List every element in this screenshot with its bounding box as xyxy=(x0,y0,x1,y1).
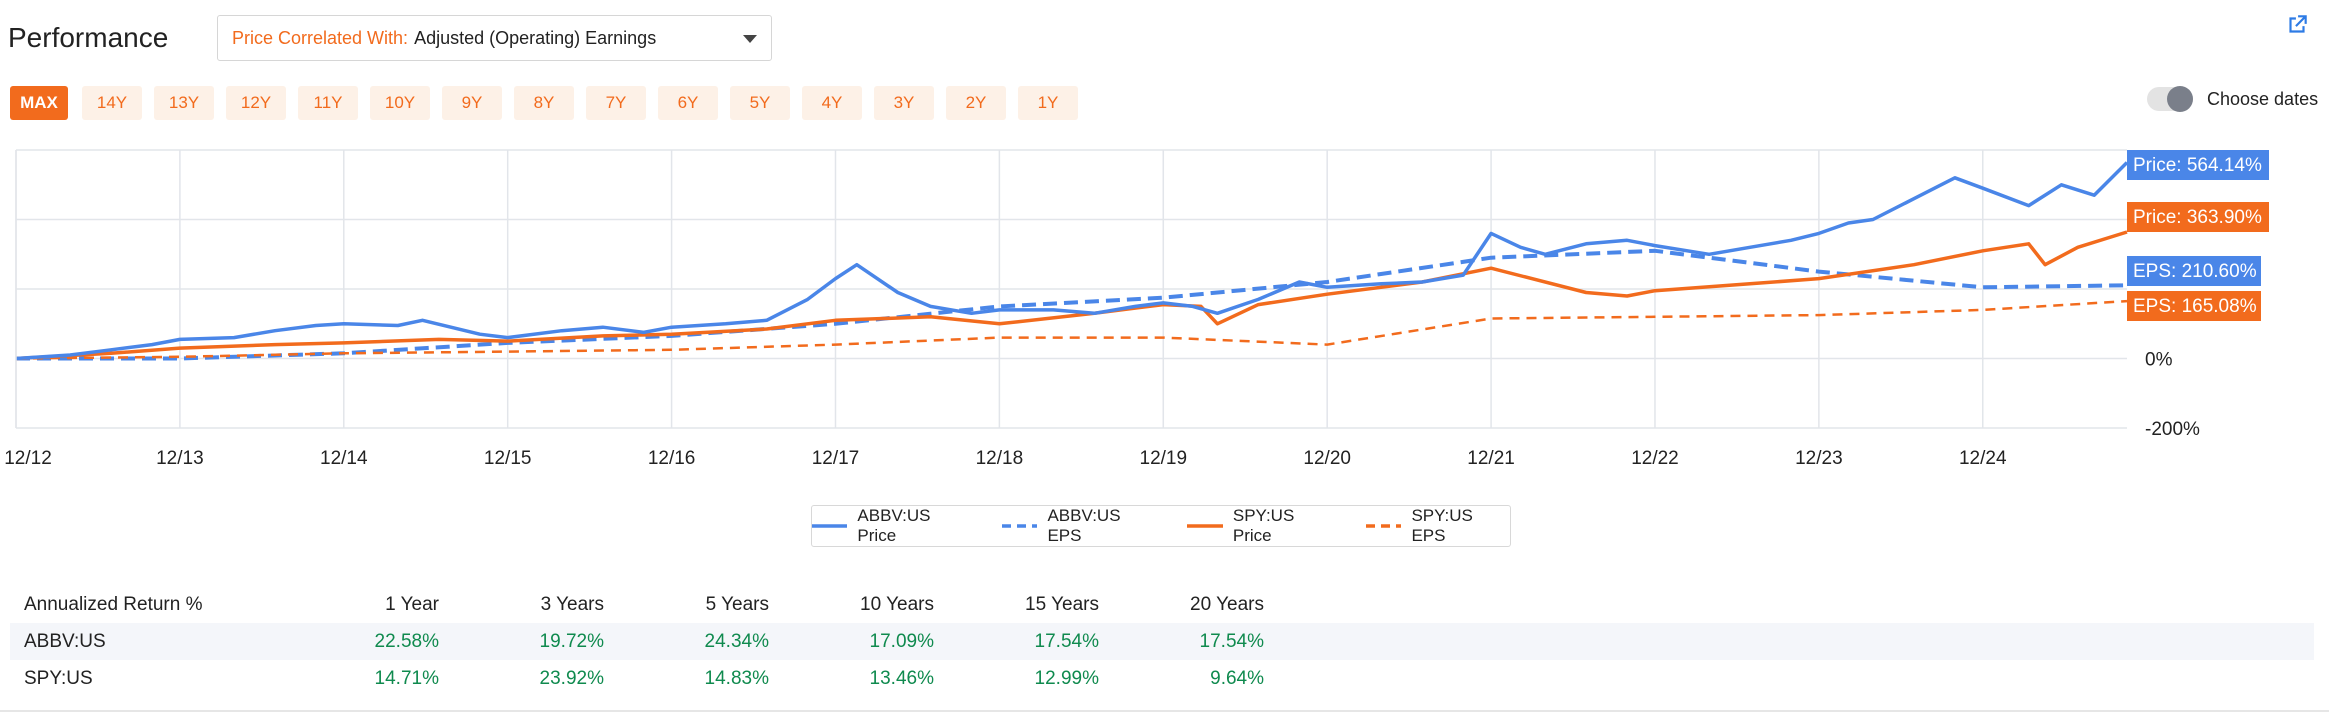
x-tick-label: 12/19 xyxy=(1140,448,1188,469)
table-title: Annualized Return % xyxy=(24,593,203,615)
column-header: 5 Years xyxy=(705,593,769,615)
row-ticker: ABBV:US xyxy=(24,630,106,652)
end-value-label: EPS: 210.60% xyxy=(2127,256,2261,286)
end-value-label: Price: 564.14% xyxy=(2127,150,2269,180)
annualized-return-table: Annualized Return % 1 Year 3 Years 5 Years 1… xyxy=(10,586,2314,697)
legend-swatch xyxy=(1002,524,1038,528)
choose-dates-label: Choose dates xyxy=(2207,88,2319,109)
column-header: 10 Years xyxy=(860,593,934,615)
return-value: 22.58% xyxy=(374,630,439,652)
series-line-abbv-us-price xyxy=(15,161,2129,361)
column-header: 15 Years xyxy=(1025,593,1099,615)
end-label-text: EPS: 210.60% xyxy=(2133,261,2257,282)
legend-swatch xyxy=(812,524,848,528)
legend-swatch xyxy=(1187,524,1223,528)
correlated-value: Adjusted (Operating) Earnings xyxy=(414,27,657,48)
range-button-2y[interactable]: 2Y xyxy=(946,86,1006,120)
end-label-box xyxy=(2127,291,2261,321)
range-button-5y[interactable]: 5Y xyxy=(730,86,790,120)
legend-item[interactable]: SPY:US Price xyxy=(1187,506,1336,546)
return-value: 9.64% xyxy=(1210,667,1264,689)
series-line-spy-us-price xyxy=(15,230,2128,361)
x-tick-label: 12/20 xyxy=(1303,448,1351,469)
return-value: 12.99% xyxy=(1034,667,1099,689)
x-tick-label: 12/22 xyxy=(1631,448,1679,469)
table-header-row: Annualized Return % 1 Year 3 Years 5 Years 1… xyxy=(10,586,2314,623)
table-filler xyxy=(1264,623,2314,660)
column-header: 3 Years xyxy=(540,593,604,615)
range-button-3y[interactable]: 3Y xyxy=(874,86,934,120)
x-tick-label: 12/15 xyxy=(484,448,532,469)
legend-item[interactable]: ABBV:US EPS xyxy=(1002,506,1157,546)
chart-legend: ABBV:US Price ABBV:US EPS SPY:US Price SPY:… xyxy=(811,505,1511,547)
x-tick-label: 12/14 xyxy=(320,448,368,469)
table-row: ABBV:US 22.58% 19.72% 24.34% 17.09% 17.54% 17.… xyxy=(10,623,2314,660)
range-button-6y[interactable]: 6Y xyxy=(658,86,718,120)
row-ticker: SPY:US xyxy=(24,667,93,689)
chevron-down-icon xyxy=(743,35,757,43)
x-tick-label: 12/16 xyxy=(648,448,696,469)
x-tick-label: 12/21 xyxy=(1467,448,1515,469)
range-button-12y[interactable]: 12Y xyxy=(226,86,286,120)
range-button-13y[interactable]: 13Y xyxy=(154,86,214,120)
end-label-box xyxy=(2127,150,2269,180)
table-row: SPY:US 14.71% 23.92% 14.83% 13.46% 12.99% 9.64… xyxy=(10,660,2314,697)
x-tick-label: 12/13 xyxy=(156,448,204,469)
legend-item[interactable]: ABBV:US Price xyxy=(812,506,972,546)
choose-dates-toggle[interactable]: Choose dates xyxy=(2147,86,2319,112)
return-value: 17.54% xyxy=(1034,630,1099,652)
legend-label: ABBV:US Price xyxy=(857,506,931,545)
end-label-box xyxy=(2127,202,2269,232)
return-value: 13.46% xyxy=(869,667,934,689)
end-label-box xyxy=(2127,256,2261,286)
end-label-text: Price: 564.14% xyxy=(2133,155,2262,176)
return-value: 14.71% xyxy=(374,667,439,689)
return-value: 14.83% xyxy=(704,667,769,689)
range-button-max[interactable]: MAX xyxy=(10,86,68,120)
divider xyxy=(0,710,2329,712)
end-label-text: Price: 363.90% xyxy=(2133,207,2262,228)
end-value-label: Price: 363.90% xyxy=(2127,202,2269,232)
range-button-14y[interactable]: 14Y xyxy=(82,86,142,120)
correlated-label: Price Correlated With: xyxy=(232,27,409,48)
x-tick-label: 12/23 xyxy=(1795,448,1843,469)
y-tick-label: 0% xyxy=(2145,350,2173,371)
range-button-4y[interactable]: 4Y xyxy=(802,86,862,120)
legend-label: SPY:US Price xyxy=(1232,506,1295,545)
price-correlated-select[interactable]: Price Correlated With: Adjusted (Operati… xyxy=(217,15,772,61)
range-button-11y[interactable]: 11Y xyxy=(298,86,358,120)
x-tick-label: 12/24 xyxy=(1959,448,2007,469)
return-value: 19.72% xyxy=(539,630,604,652)
return-value: 24.34% xyxy=(704,630,769,652)
x-tick-label: 12/17 xyxy=(812,448,860,469)
column-header: 20 Years xyxy=(1190,593,1264,615)
range-button-8y[interactable]: 8Y xyxy=(514,86,574,120)
table-filler xyxy=(1264,586,2314,623)
y-tick-label: -200% xyxy=(2145,419,2200,440)
return-value: 23.92% xyxy=(539,667,604,689)
page-title: Performance xyxy=(8,22,169,53)
range-button-9y[interactable]: 9Y xyxy=(442,86,502,120)
toggle-knob xyxy=(2167,86,2193,112)
x-tick-label: 12/12 xyxy=(4,448,52,469)
range-button-1y[interactable]: 1Y xyxy=(1018,86,1078,120)
legend-label: ABBV:US EPS xyxy=(1047,506,1121,545)
legend-label: SPY:US EPS xyxy=(1411,506,1473,545)
legend-item[interactable]: SPY:US EPS xyxy=(1366,506,1510,546)
toggle-switch[interactable] xyxy=(2147,86,2193,112)
x-tick-label: 12/18 xyxy=(976,448,1024,469)
end-value-label: EPS: 165.08% xyxy=(2127,291,2261,321)
return-value: 17.09% xyxy=(869,630,934,652)
range-button-7y[interactable]: 7Y xyxy=(586,86,646,120)
range-button-10y[interactable]: 10Y xyxy=(370,86,430,120)
return-value: 17.54% xyxy=(1199,630,1264,652)
external-link-icon[interactable] xyxy=(2284,12,2310,38)
legend-swatch xyxy=(1366,524,1402,528)
table-filler xyxy=(1264,660,2314,697)
column-header: 1 Year xyxy=(385,593,439,615)
end-label-text: EPS: 165.08% xyxy=(2133,296,2257,317)
performance-chart: 12/12 12/13 12/14 12/15 12/16 12/17 12/18 12/19… xyxy=(4,149,2269,469)
